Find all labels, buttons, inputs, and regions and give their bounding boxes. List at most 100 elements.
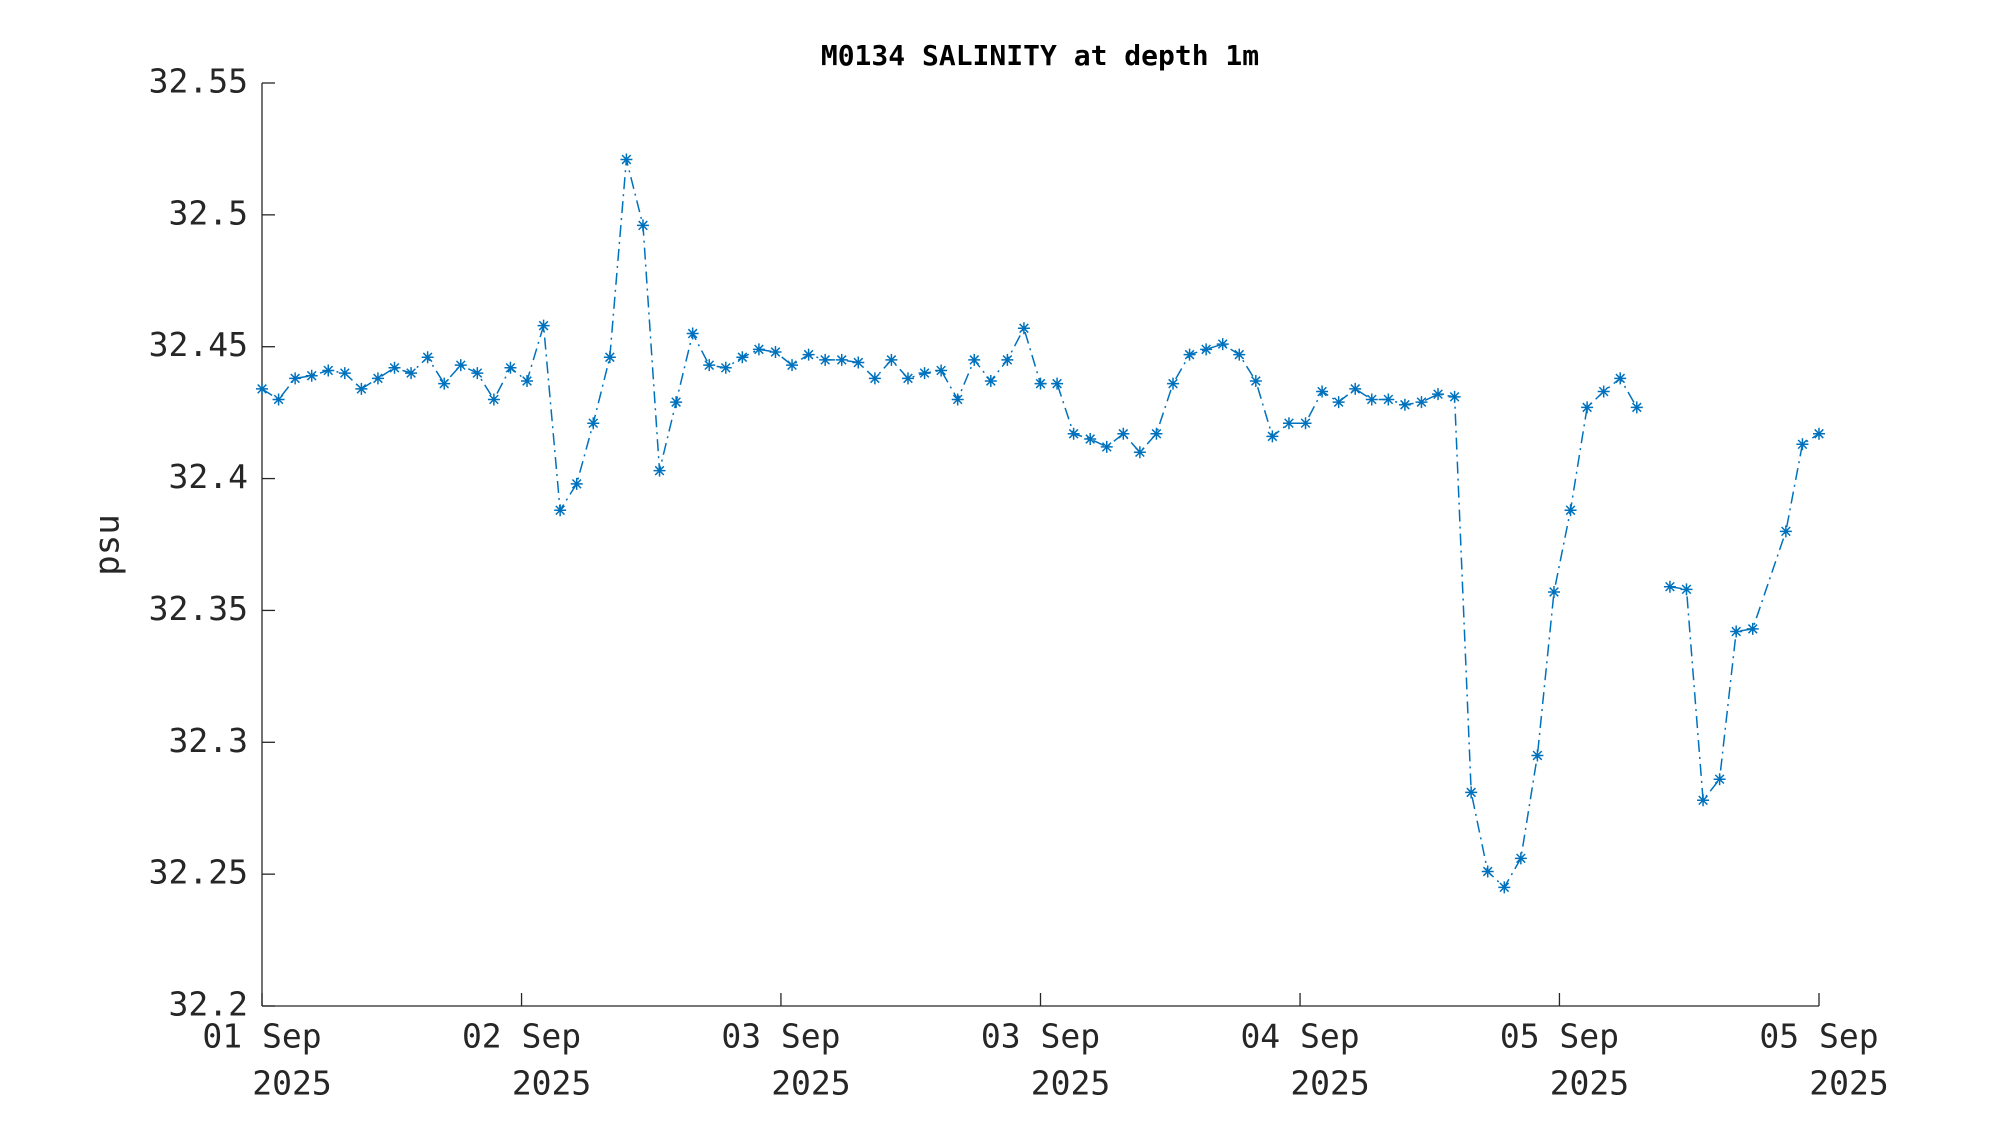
marker (1432, 388, 1445, 401)
marker (521, 374, 534, 387)
marker (1415, 396, 1428, 409)
marker (554, 504, 567, 517)
marker (1465, 786, 1478, 799)
x-tick-label: 03 Sep (721, 1017, 840, 1056)
marker (405, 367, 418, 380)
marker (1614, 372, 1627, 385)
x-tick-label: 04 Sep (1240, 1017, 1359, 1056)
marker (835, 353, 848, 366)
marker (984, 374, 997, 387)
marker (1779, 525, 1792, 538)
y-axis-label: psu (88, 514, 128, 575)
marker (1514, 852, 1527, 865)
marker (1398, 398, 1411, 411)
marker (1581, 401, 1594, 414)
marker (703, 359, 716, 372)
marker (1266, 430, 1279, 443)
marker (603, 351, 616, 364)
marker (355, 382, 368, 395)
y-tick-label: 32.2 (169, 985, 248, 1024)
marker (819, 353, 832, 366)
marker (1332, 396, 1345, 409)
marker (868, 372, 881, 385)
marker (1034, 377, 1047, 390)
marker (1382, 393, 1395, 406)
marker (1183, 348, 1196, 361)
marker (1746, 622, 1759, 635)
marker (421, 351, 434, 364)
marker (1663, 580, 1676, 593)
x-tick-label: 2025 (1031, 1064, 1110, 1103)
marker (1713, 773, 1726, 786)
x-tick-label: 2025 (1809, 1064, 1888, 1103)
marker (1796, 438, 1809, 451)
y-tick-label: 32.45 (149, 325, 248, 364)
marker (504, 361, 517, 374)
x-tick-label: 03 Sep (981, 1017, 1100, 1056)
marker (454, 359, 467, 372)
marker (968, 353, 981, 366)
y-tick-label: 32.4 (169, 457, 248, 496)
x-tick-label: 2025 (512, 1064, 591, 1103)
marker (438, 377, 451, 390)
marker (272, 393, 285, 406)
marker (1448, 390, 1461, 403)
marker (719, 361, 732, 374)
marker (935, 364, 948, 377)
marker (1813, 427, 1825, 440)
x-tick-label: 05 Sep (1759, 1017, 1878, 1056)
marker (1216, 338, 1229, 351)
marker (1730, 625, 1743, 638)
marker (1531, 749, 1544, 762)
marker (570, 477, 583, 490)
marker (256, 382, 268, 395)
marker (636, 219, 649, 232)
marker (289, 372, 302, 385)
marker (487, 393, 500, 406)
y-tick-label: 32.5 (169, 193, 248, 232)
marker (1167, 377, 1180, 390)
marker (653, 464, 666, 477)
marker (338, 367, 351, 380)
marker (1100, 440, 1113, 453)
marker (951, 393, 964, 406)
marker (736, 351, 749, 364)
marker (620, 153, 633, 166)
marker (1680, 583, 1693, 596)
marker (1084, 433, 1097, 446)
marker (587, 417, 600, 430)
marker (1282, 417, 1295, 430)
chart-title: M0134 SALINITY at depth 1m (821, 39, 1259, 72)
marker (1117, 427, 1130, 440)
marker (885, 353, 898, 366)
marker (852, 356, 865, 369)
marker (901, 372, 914, 385)
x-tick-label: 2025 (1550, 1064, 1629, 1103)
marker (802, 348, 815, 361)
x-tick-label: 02 Sep (462, 1017, 581, 1056)
marker (1150, 427, 1163, 440)
marker (670, 396, 683, 409)
marker (1001, 353, 1014, 366)
y-tick-label: 32.25 (149, 853, 248, 892)
marker (1498, 881, 1511, 894)
marker (305, 369, 318, 382)
marker (769, 345, 782, 358)
marker (752, 343, 765, 356)
marker (322, 364, 335, 377)
marker (686, 327, 699, 340)
marker (1200, 343, 1213, 356)
x-tick-label: 2025 (252, 1064, 331, 1103)
marker (1249, 374, 1262, 387)
marker (1233, 348, 1246, 361)
marker (1547, 585, 1560, 598)
marker (1697, 794, 1710, 807)
marker (1564, 504, 1577, 517)
marker (1481, 865, 1494, 878)
marker (1133, 446, 1146, 459)
marker (1630, 401, 1643, 414)
y-tick-label: 32.35 (149, 589, 248, 628)
marker (1067, 427, 1080, 440)
